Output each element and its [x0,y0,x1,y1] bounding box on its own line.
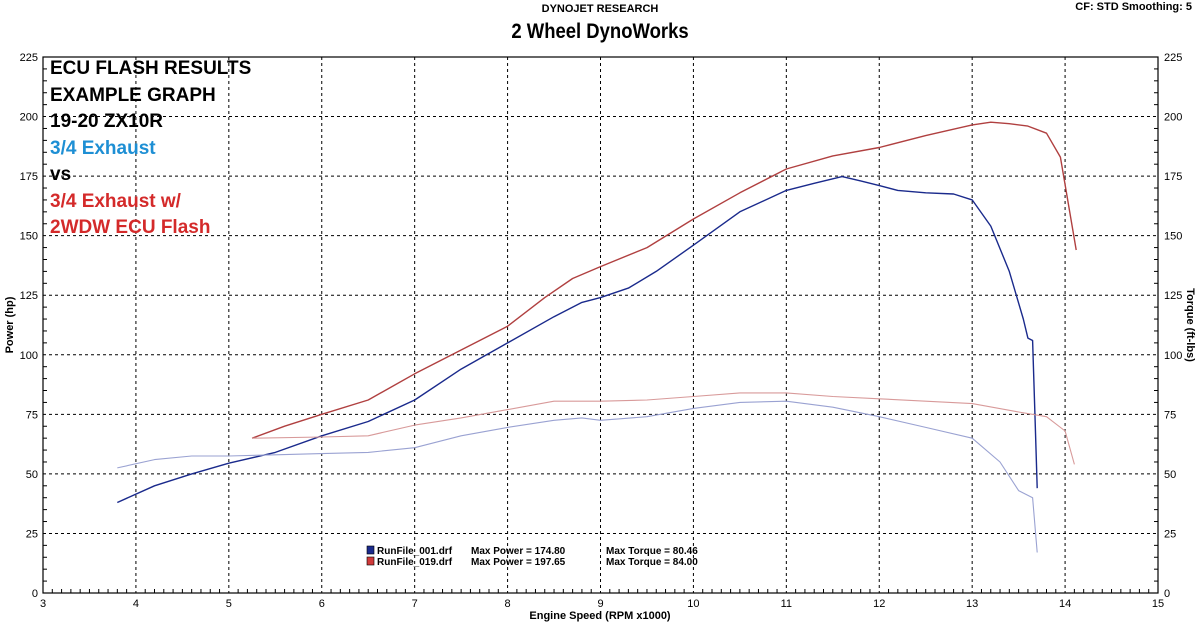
y2-tick-label: 75 [1164,409,1176,421]
legend-max-power: Max Power = 174.80 [471,546,566,557]
y2-tick-label: 200 [1164,112,1182,124]
legend-max-torque: Max Torque = 80.46 [606,546,698,557]
legend-swatch [366,545,375,555]
plot-border [42,56,1159,594]
y2-tick-label: 0 [1164,588,1170,600]
x-tick-label: 5 [226,598,232,610]
series-group [117,121,1077,553]
grid [43,57,1158,593]
x-tick-label: 10 [687,598,699,610]
series-line-torque-3 [252,392,1075,465]
y2-tick-label: 150 [1164,231,1182,243]
y2-tick-label: 25 [1164,528,1176,540]
y2-tick-label: 225 [1164,52,1182,64]
annotation-line: 3/4 Exhaust w/ [50,190,181,212]
settings-label: CF: STD Smoothing: 5 [1075,1,1192,13]
x-tick-label: 11 [781,598,792,610]
x-tick-label: 13 [966,598,978,610]
y2-axis-label: Torque (ft-lbs) [1184,288,1196,362]
series-line-power-2 [251,121,1077,439]
y2-tick-label: 125 [1164,290,1182,302]
y-tick-label: 25 [26,528,38,540]
y-tick-label: 200 [20,112,38,124]
y2-tick-label: 100 [1164,350,1182,362]
legend-max-torque: Max Torque = 84.00 [606,557,698,568]
brand-label: DYNOJET RESEARCH [541,3,659,15]
x-tick-label: 8 [505,598,511,610]
annotation-line: vs [50,164,72,185]
y-tick-label: 125 [20,290,38,302]
y-tick-label: 225 [20,52,38,64]
x-tick-label: 9 [597,598,603,610]
annotation-line: 3/4 Exhaust [50,137,156,159]
y-axis-label: Power (hp) [4,296,16,353]
x-tick-label: 4 [133,598,139,610]
annotation-block: ECU FLASH RESULTS EXAMPLE GRAPH 19-20 ZX10… [50,56,251,242]
y-tick-label: 100 [20,350,38,362]
x-tick-label: 15 [1152,598,1164,610]
legend-max-power: Max Power = 197.65 [471,557,566,568]
y-tick-label: 0 [32,588,38,600]
annotation-line: 2WDW ECU Flash [50,217,211,238]
chart-title: 2 Wheel DynoWorks [511,20,689,43]
legend: RunFile_001.drf Max Power = 174.80 Max Tor… [366,545,698,568]
legend-file: RunFile_019.drf [377,557,453,568]
y-tick-label: 50 [26,469,38,481]
plot-frame [42,56,1159,594]
y2-tick-label: 175 [1164,171,1182,183]
annotation-line: 19-20 ZX10R [50,111,164,132]
x-tick-label: 14 [1059,598,1071,610]
series-line-power-0 [117,175,1038,504]
y2-tick-label: 50 [1164,469,1176,481]
annotation-line: EXAMPLE GRAPH [50,84,216,106]
x-tick-label: 3 [40,598,46,610]
y-tick-label: 150 [20,231,38,243]
y-tick-label: 175 [20,171,38,183]
x-tick-label: 12 [873,598,885,610]
legend-file: RunFile_001.drf [377,546,453,557]
series-line-torque-1 [117,400,1038,553]
y-tick-label: 75 [26,409,38,421]
legend-swatch [366,556,375,566]
annotation-line: ECU FLASH RESULTS [50,58,252,79]
x-axis-label: Engine Speed (RPM x1000) [529,610,671,622]
x-tick-label: 6 [319,598,325,610]
x-tick-label: 7 [412,598,418,610]
